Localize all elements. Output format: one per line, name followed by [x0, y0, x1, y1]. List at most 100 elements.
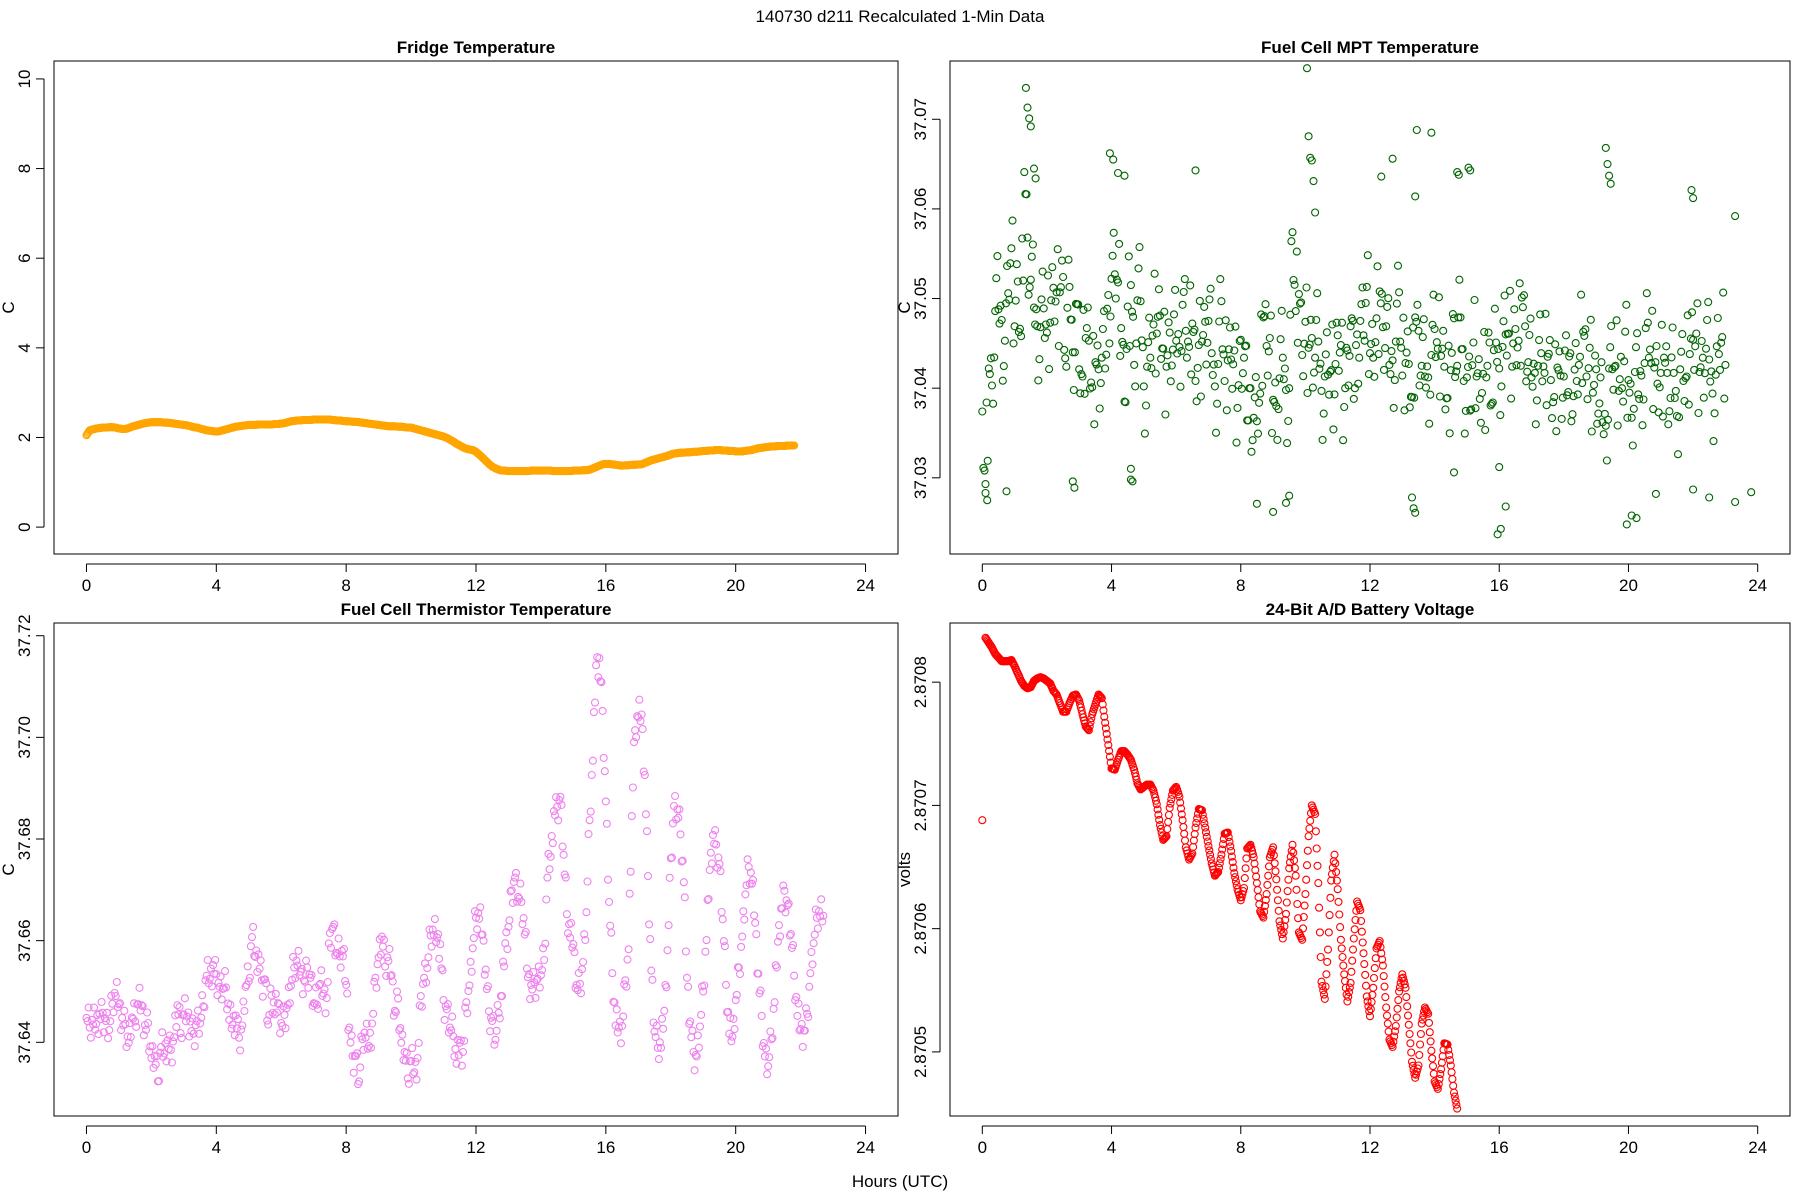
data-point: [1441, 405, 1450, 414]
data-point: [535, 983, 544, 992]
data-point: [1346, 322, 1355, 331]
data-point: [1383, 1019, 1392, 1028]
data-point: [1380, 982, 1389, 991]
data-point: [1123, 302, 1132, 311]
data-point: [452, 1059, 461, 1068]
data-point: [1615, 375, 1624, 384]
data-point: [260, 975, 270, 984]
data-point: [1248, 850, 1257, 859]
y-tick-label: 37.06: [911, 188, 930, 231]
data-point: [1037, 295, 1046, 304]
data-point: [1569, 392, 1578, 401]
data-point: [481, 965, 490, 974]
data-point: [1498, 342, 1507, 351]
data-point: [1710, 409, 1719, 418]
data-point: [1731, 212, 1740, 221]
data-point: [1083, 724, 1092, 733]
data-point: [803, 1009, 812, 1018]
data-point: [1593, 419, 1602, 428]
data-point: [1075, 365, 1084, 374]
data-point: [731, 996, 740, 1005]
data-point: [162, 1057, 171, 1066]
data-point: [264, 1020, 273, 1029]
data-point: [1360, 960, 1369, 969]
data-point: [362, 1019, 371, 1028]
data-point: [491, 1035, 500, 1044]
data-point: [767, 1035, 776, 1044]
x-tick-label: 20: [726, 1138, 745, 1157]
data-point: [1658, 412, 1667, 421]
data-point: [284, 983, 293, 992]
data-point: [1414, 1061, 1423, 1070]
data-point: [567, 918, 576, 928]
data-point: [1508, 362, 1517, 371]
data-point: [1203, 837, 1212, 846]
data-point: [1130, 360, 1139, 369]
data-point: [1449, 1088, 1459, 1097]
data-point: [1483, 361, 1492, 370]
data-point: [1180, 829, 1189, 838]
data-point: [1025, 114, 1034, 123]
data-point: [1252, 417, 1261, 426]
data-point: [801, 1004, 811, 1013]
data-point: [1276, 335, 1285, 344]
data-point: [252, 946, 261, 955]
data-point: [747, 879, 756, 888]
data-point: [1261, 300, 1270, 309]
data-point: [1362, 282, 1371, 291]
data-point: [388, 977, 397, 986]
data-point: [1426, 390, 1435, 399]
data-point: [1275, 374, 1284, 383]
data-point: [1270, 859, 1279, 868]
data-point: [1292, 247, 1301, 256]
data-point: [506, 887, 515, 896]
data-point: [1239, 887, 1248, 896]
data-point: [694, 1043, 703, 1052]
data-point: [1092, 360, 1101, 369]
data-point: [1357, 927, 1366, 936]
data-point: [391, 1008, 400, 1017]
data-point: [705, 865, 714, 875]
data-point: [1343, 997, 1352, 1006]
data-point: [1229, 863, 1238, 872]
data-point: [1231, 322, 1240, 331]
data-point: [1581, 325, 1590, 334]
data-point: [1281, 498, 1291, 507]
data-point: [1603, 415, 1613, 424]
data-point: [250, 951, 259, 960]
data-point: [1303, 846, 1312, 855]
data-point: [752, 930, 761, 939]
y-axis-label: volts: [895, 852, 914, 887]
data-point: [1148, 331, 1157, 340]
data-point: [1623, 413, 1632, 422]
data-point: [1230, 346, 1239, 355]
data-point: [807, 947, 816, 957]
data-point: [1166, 799, 1175, 808]
data-point: [1019, 276, 1028, 285]
data-point: [374, 953, 383, 962]
data-point: [1289, 848, 1298, 857]
data-point: [1395, 288, 1404, 297]
panel-thermistor: Fuel Cell Thermistor Temperature 0 4 8 12 16 2…: [0, 600, 899, 1157]
data-point: [625, 889, 634, 898]
data-point: [686, 1017, 695, 1026]
data-point: [460, 1036, 469, 1045]
data-point: [1191, 823, 1200, 832]
data-point: [1152, 800, 1161, 809]
data-point: [375, 935, 384, 944]
panel-mpt: Fuel Cell MPT Temperature 0 4 8 12 16 20 24 37.0…: [895, 38, 1791, 595]
data-point: [1466, 166, 1475, 175]
data-point: [1309, 177, 1318, 186]
data-point: [1219, 350, 1228, 359]
data-point: [666, 854, 675, 863]
data-point: [1650, 363, 1659, 372]
data-point: [1622, 520, 1631, 529]
data-point: [197, 1013, 206, 1022]
data-point: [1429, 1069, 1438, 1078]
data-point: [174, 1010, 183, 1019]
data-point: [1495, 364, 1504, 373]
data-point: [1512, 361, 1521, 370]
data-point: [671, 791, 680, 801]
data-point: [1452, 1100, 1461, 1109]
